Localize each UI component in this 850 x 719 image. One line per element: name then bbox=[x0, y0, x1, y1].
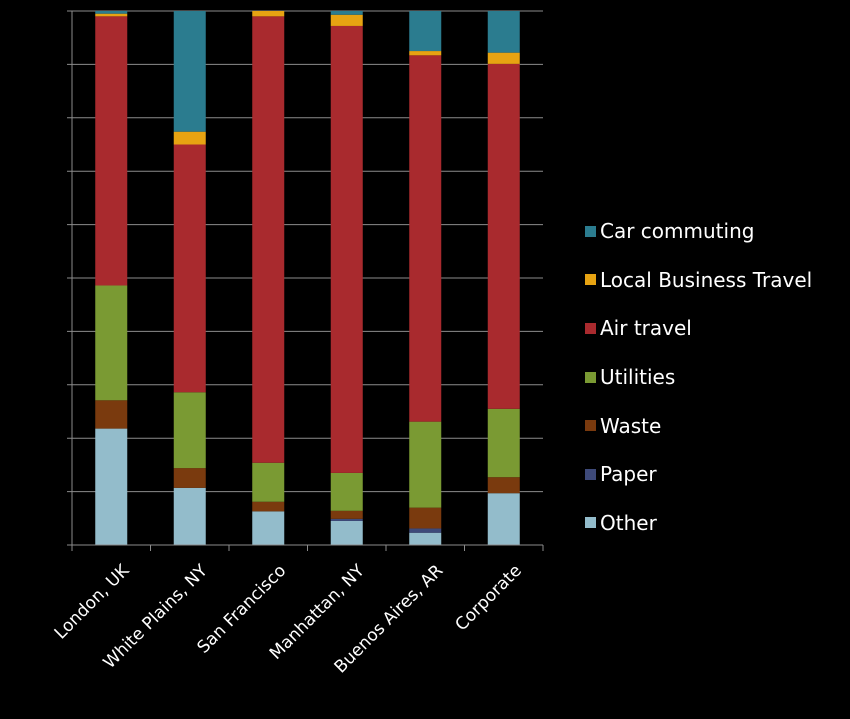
bar-segment-other bbox=[95, 428, 128, 545]
legend-swatch bbox=[585, 322, 596, 334]
legend-item: Air travel bbox=[585, 304, 812, 353]
legend-item: Other bbox=[585, 499, 812, 548]
legend-label: Air travel bbox=[600, 316, 692, 341]
bar-segment-local-business-travel bbox=[409, 51, 442, 56]
bar-segment-waste bbox=[252, 501, 285, 512]
legend-item: Utilities bbox=[585, 353, 812, 402]
bar-segment-other bbox=[330, 520, 363, 545]
bar-segment-car-commuting bbox=[409, 11, 442, 52]
bar-segment-local-business-travel bbox=[252, 11, 285, 17]
legend-label: Utilities bbox=[600, 365, 676, 390]
x-axis bbox=[71, 544, 544, 551]
bar-segment-utilities bbox=[409, 421, 442, 508]
bar-segment-car-commuting bbox=[173, 11, 206, 132]
legend-item: Car commuting bbox=[585, 207, 812, 256]
bar-segment-other bbox=[173, 487, 206, 545]
bar-segment-utilities bbox=[487, 408, 520, 478]
gridlines bbox=[67, 10, 543, 546]
bar-segment-car-commuting bbox=[487, 11, 520, 53]
legend-label: Local Business Travel bbox=[600, 267, 813, 292]
bar-segment-paper bbox=[330, 518, 363, 521]
bar-segment-car-commuting bbox=[95, 11, 128, 14]
legend-swatch bbox=[585, 517, 596, 529]
bar-segment-utilities bbox=[173, 392, 206, 469]
bar-segment-paper bbox=[409, 528, 442, 533]
bar-segment-local-business-travel bbox=[330, 14, 363, 26]
bar-segment-waste bbox=[409, 507, 442, 529]
bar-segment-other bbox=[252, 511, 285, 545]
bar-segment-other bbox=[409, 532, 442, 545]
bar-segment-air-travel bbox=[252, 16, 285, 463]
legend: Car commuting Local Business Travel Air tr… bbox=[585, 207, 812, 547]
bar-segment-utilities bbox=[252, 462, 285, 502]
legend-swatch bbox=[585, 468, 596, 480]
legend-item: Waste bbox=[585, 401, 812, 450]
legend-label: Car commuting bbox=[600, 219, 755, 244]
bar-segment-air-travel bbox=[330, 25, 363, 473]
bar-segment-air-travel bbox=[409, 55, 442, 422]
bar-segment-local-business-travel bbox=[173, 131, 206, 145]
bar-segment-waste bbox=[173, 468, 206, 488]
legend-item: Paper bbox=[585, 450, 812, 499]
bar-segment-air-travel bbox=[95, 16, 128, 286]
legend-label: Other bbox=[600, 510, 657, 535]
bar-segment-local-business-travel bbox=[487, 52, 520, 64]
bar-segment-air-travel bbox=[487, 63, 520, 409]
bars bbox=[95, 11, 520, 545]
legend-swatch bbox=[585, 274, 596, 286]
x-tick-label: Corporate bbox=[452, 561, 526, 635]
x-tick-label: London, UK bbox=[51, 560, 134, 643]
bar-segment-waste bbox=[330, 510, 363, 519]
bar-segment-air-travel bbox=[173, 144, 206, 393]
bar-segment-waste bbox=[487, 477, 520, 494]
bar-segment-local-business-travel bbox=[95, 13, 128, 17]
bar-segment-other bbox=[487, 493, 520, 545]
bar-segment-utilities bbox=[330, 472, 363, 511]
bar-segment-utilities bbox=[95, 285, 128, 401]
legend-label: Paper bbox=[600, 462, 657, 487]
legend-label: Waste bbox=[600, 413, 662, 438]
legend-item: Local Business Travel bbox=[585, 256, 812, 305]
bar-segment-car-commuting bbox=[330, 11, 363, 15]
legend-swatch bbox=[585, 420, 596, 432]
bar-segment-waste bbox=[95, 400, 128, 429]
legend-swatch bbox=[585, 225, 596, 237]
legend-swatch bbox=[585, 371, 596, 383]
